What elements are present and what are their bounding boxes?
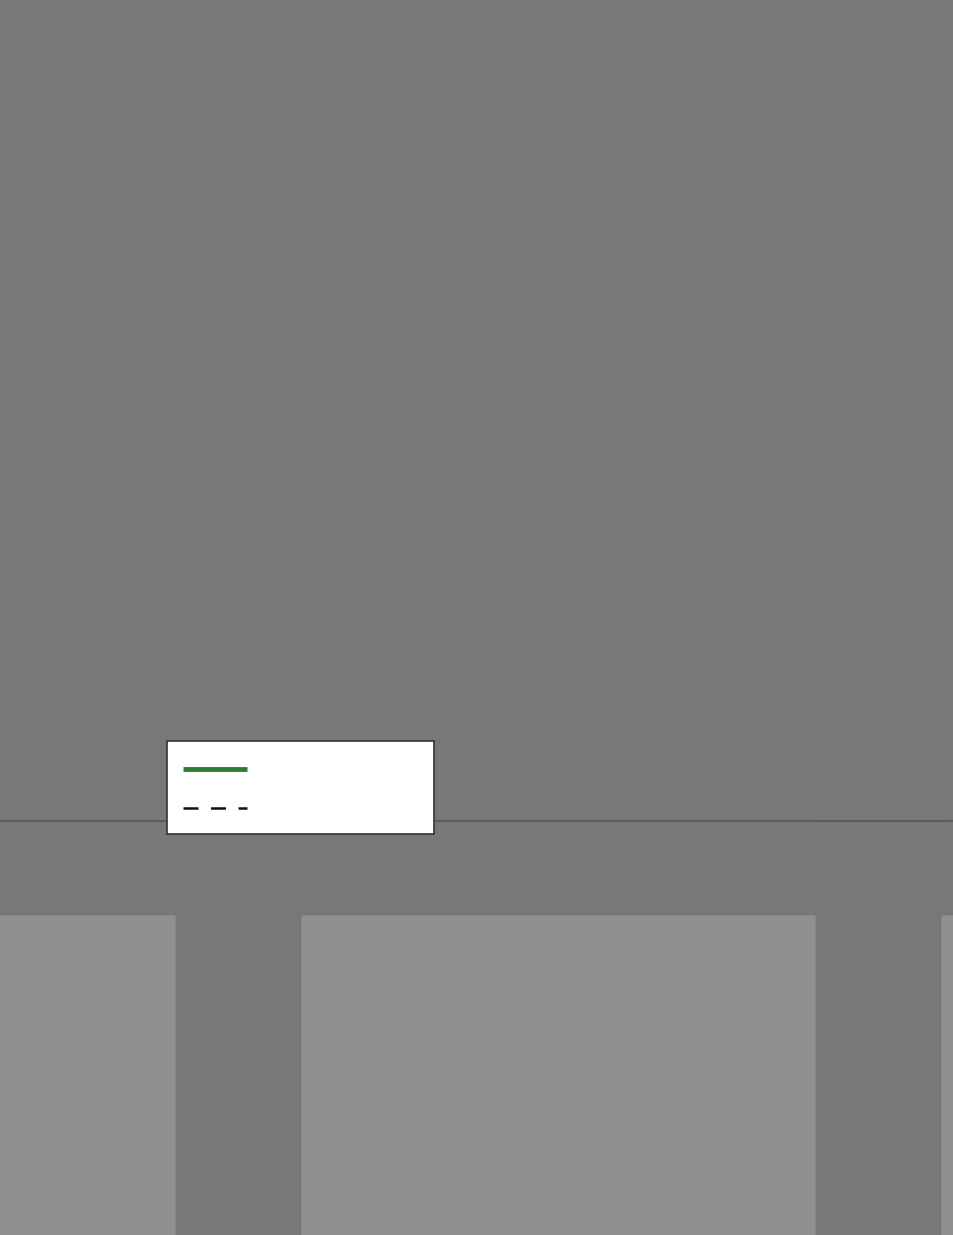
Circle shape — [0, 63, 823, 1162]
FancyBboxPatch shape — [301, 915, 815, 1235]
FancyBboxPatch shape — [940, 447, 953, 821]
FancyBboxPatch shape — [0, 915, 176, 1235]
FancyBboxPatch shape — [301, 447, 815, 821]
FancyBboxPatch shape — [0, 447, 176, 821]
FancyBboxPatch shape — [940, 0, 953, 354]
Circle shape — [113, 0, 953, 1235]
FancyBboxPatch shape — [940, 915, 953, 1235]
FancyBboxPatch shape — [167, 741, 434, 834]
Polygon shape — [0, 0, 953, 550]
Polygon shape — [155, 377, 862, 846]
FancyBboxPatch shape — [0, 0, 176, 354]
FancyBboxPatch shape — [301, 0, 815, 354]
Circle shape — [0, 0, 904, 1235]
Circle shape — [160, 63, 953, 1162]
Polygon shape — [0, 0, 953, 821]
